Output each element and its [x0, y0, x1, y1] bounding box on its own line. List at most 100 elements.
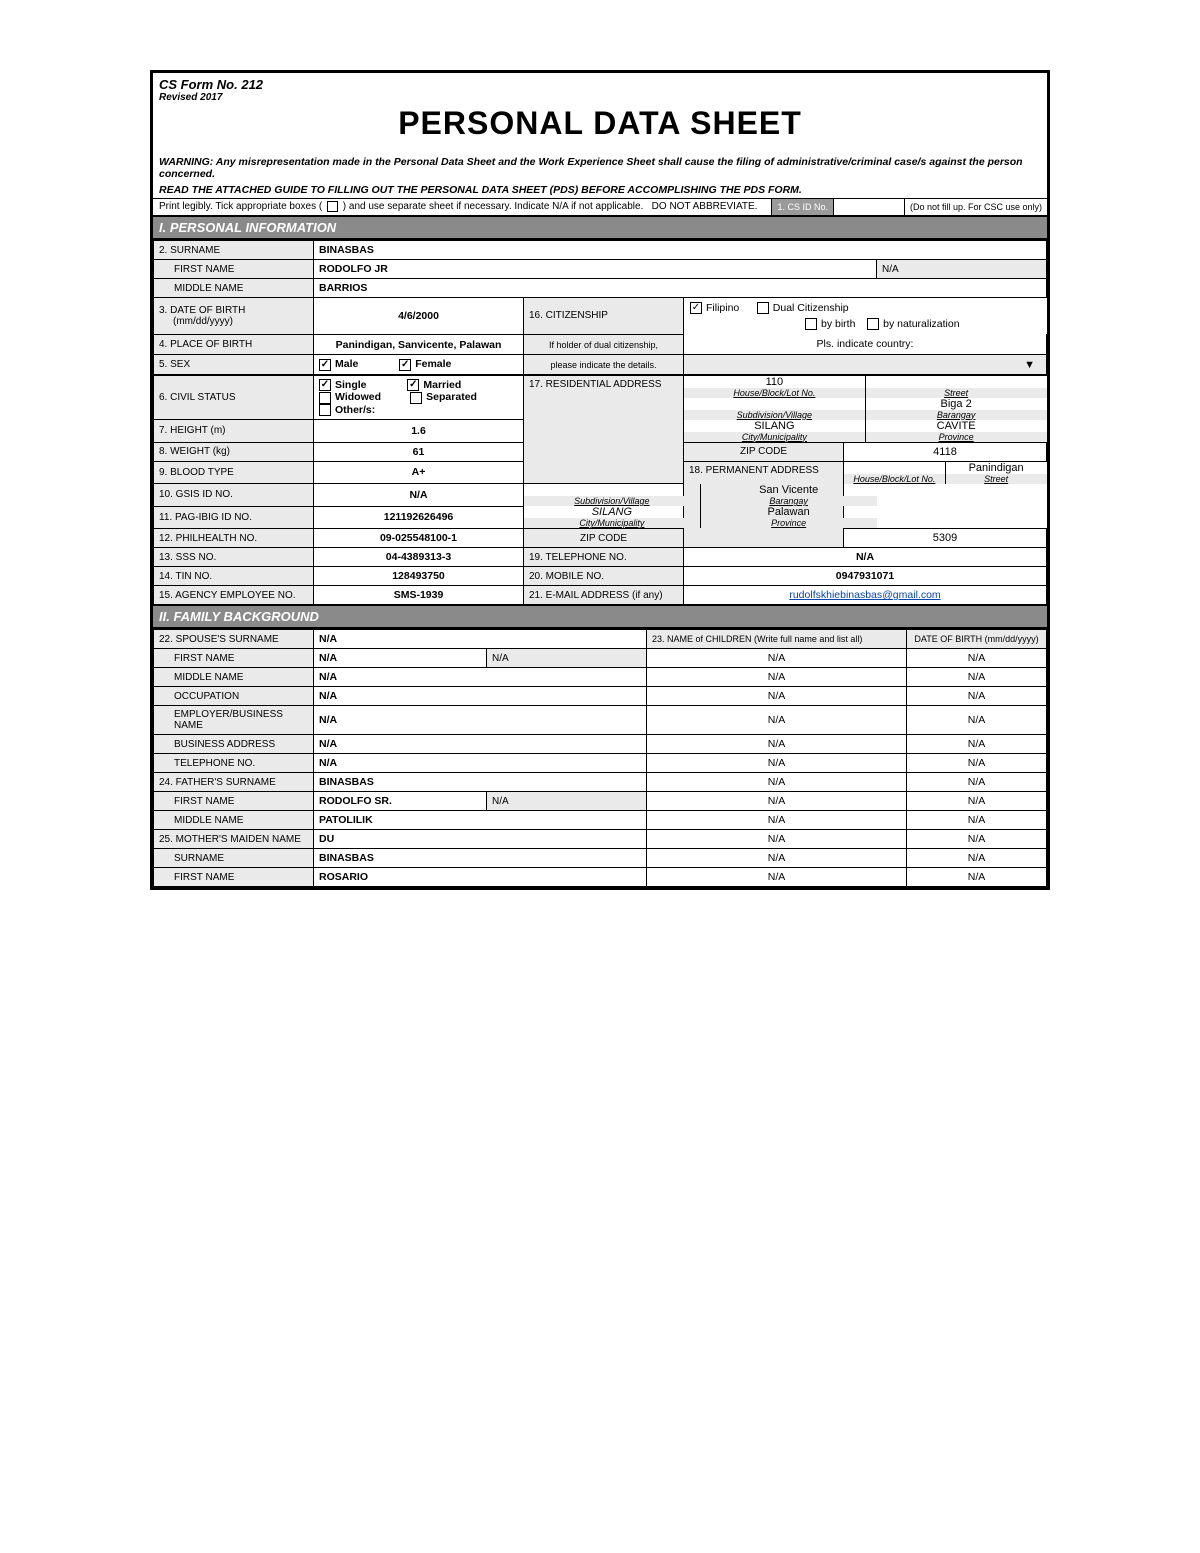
- widowed-checkbox[interactable]: [319, 392, 331, 404]
- raddr-brgy[interactable]: Biga 2: [866, 398, 1047, 410]
- female-checkbox[interactable]: [399, 359, 411, 371]
- firstname-value[interactable]: RODOLFO JR: [314, 260, 877, 279]
- name-ext-value[interactable]: N/A: [877, 260, 1047, 279]
- gsis-value[interactable]: N/A: [314, 484, 524, 507]
- child-name-12[interactable]: N/A: [647, 868, 907, 887]
- paddr-house[interactable]: [844, 462, 946, 474]
- child-name-2[interactable]: N/A: [647, 668, 907, 687]
- pagibig-value[interactable]: 121192626496: [314, 506, 524, 529]
- section-2-header: II. FAMILY BACKGROUND: [153, 606, 1047, 629]
- child-dob-2[interactable]: N/A: [907, 668, 1047, 687]
- country-label: Pls. indicate country:: [684, 334, 1047, 355]
- male-checkbox[interactable]: [319, 359, 331, 371]
- tin-value[interactable]: 128493750: [314, 567, 524, 586]
- paddr-street[interactable]: Panindigan: [946, 462, 1047, 474]
- childdob-label: DATE OF BIRTH (mm/dd/yyyy): [907, 630, 1047, 649]
- surname-value[interactable]: BINASBAS: [314, 241, 1047, 260]
- child-dob-10[interactable]: N/A: [907, 830, 1047, 849]
- married-checkbox[interactable]: [407, 379, 419, 391]
- child-name-3[interactable]: N/A: [647, 687, 907, 706]
- child-dob-11[interactable]: N/A: [907, 849, 1047, 868]
- paddr-prov[interactable]: Palawan: [701, 506, 877, 518]
- child-dob-6[interactable]: N/A: [907, 754, 1047, 773]
- paddr-subd[interactable]: [524, 484, 701, 496]
- tel-value[interactable]: N/A: [684, 548, 1047, 567]
- bizaddr-value[interactable]: N/A: [314, 735, 647, 754]
- father-surname-value[interactable]: BINASBAS: [314, 773, 647, 792]
- raddr-subd[interactable]: [684, 398, 866, 410]
- child-name-1[interactable]: N/A: [647, 649, 907, 668]
- spouse-first-value[interactable]: N/A: [314, 649, 487, 668]
- instruction-text: Print legibly. Tick appropriate boxes ( …: [153, 199, 771, 214]
- spouse-middle-value[interactable]: N/A: [314, 668, 647, 687]
- child-name-6[interactable]: N/A: [647, 754, 907, 773]
- agency-value[interactable]: SMS-1939: [314, 586, 524, 606]
- country-dropdown[interactable]: [684, 355, 1047, 375]
- father-ext-value[interactable]: N/A: [487, 792, 647, 811]
- child-name-8[interactable]: N/A: [647, 792, 907, 811]
- single-checkbox[interactable]: [319, 379, 331, 391]
- weight-value[interactable]: 61: [314, 442, 524, 461]
- others-checkbox[interactable]: [319, 404, 331, 416]
- citizenship-label: 16. CITIZENSHIP: [524, 298, 684, 335]
- surname-label: 2. SURNAME: [154, 241, 314, 260]
- sss-value[interactable]: 04-4389313-3: [314, 548, 524, 567]
- employer-value[interactable]: N/A: [314, 706, 647, 735]
- mother-surname-value[interactable]: BINASBAS: [314, 849, 647, 868]
- csid-value[interactable]: [834, 204, 904, 210]
- child-dob-1[interactable]: N/A: [907, 649, 1047, 668]
- email-value[interactable]: rudolfskhiebinasbas@gmail.com: [684, 586, 1047, 606]
- father-first-value[interactable]: RODOLFO SR.: [314, 792, 487, 811]
- pagibig-label: 11. PAG-IBIG ID NO.: [154, 506, 314, 529]
- raddr-label: 17. RESIDENTIAL ADDRESS: [524, 375, 684, 484]
- dual-checkbox[interactable]: [757, 302, 769, 314]
- separated-checkbox[interactable]: [410, 392, 422, 404]
- blood-value[interactable]: A+: [314, 461, 524, 484]
- mobile-value[interactable]: 0947931071: [684, 567, 1047, 586]
- mother-surname-label: SURNAME: [154, 849, 314, 868]
- raddr-prov[interactable]: CAVITE: [866, 420, 1047, 432]
- middlename-value[interactable]: BARRIOS: [314, 279, 1047, 298]
- raddr-city[interactable]: SILANG: [684, 420, 866, 432]
- spouse-surname-value[interactable]: N/A: [314, 630, 647, 649]
- philhealth-value[interactable]: 09-025548100-1: [314, 529, 524, 548]
- sss-label: 13. SSS NO.: [154, 548, 314, 567]
- pob-value[interactable]: Panindigan, Sanvicente, Palawan: [314, 334, 524, 355]
- brgy-label: Barangay: [866, 410, 1047, 420]
- child-name-4[interactable]: N/A: [647, 706, 907, 735]
- father-middle-value[interactable]: PATOLILIK: [314, 811, 647, 830]
- occupation-value[interactable]: N/A: [314, 687, 647, 706]
- raddr-zip[interactable]: 4118: [844, 442, 1047, 461]
- paddr-city[interactable]: SILANG: [524, 506, 701, 518]
- child-name-7[interactable]: N/A: [647, 773, 907, 792]
- child-name-9[interactable]: N/A: [647, 811, 907, 830]
- personal-info-table: 2. SURNAME BINASBAS FIRST NAME RODOLFO J…: [153, 240, 1047, 606]
- spouse-tel-value[interactable]: N/A: [314, 754, 647, 773]
- paddr-zip[interactable]: 5309: [844, 529, 1047, 548]
- instruction-row: Print legibly. Tick appropriate boxes ( …: [153, 198, 1047, 217]
- mother-first-value[interactable]: ROSARIO: [314, 868, 647, 887]
- child-name-5[interactable]: N/A: [647, 735, 907, 754]
- child-dob-12[interactable]: N/A: [907, 868, 1047, 887]
- bybirth-checkbox[interactable]: [805, 318, 817, 330]
- child-dob-8[interactable]: N/A: [907, 792, 1047, 811]
- paddr-brgy[interactable]: San Vicente: [701, 484, 877, 496]
- child-dob-5[interactable]: N/A: [907, 735, 1047, 754]
- bynat-checkbox[interactable]: [867, 318, 879, 330]
- child-dob-3[interactable]: N/A: [907, 687, 1047, 706]
- mother-maiden-value[interactable]: DU: [314, 830, 647, 849]
- father-middle-label: MIDDLE NAME: [154, 811, 314, 830]
- sex-label: 5. SEX: [154, 355, 314, 375]
- dob-value[interactable]: 4/6/2000: [314, 298, 524, 335]
- height-value[interactable]: 1.6: [314, 420, 524, 443]
- raddr-house[interactable]: 110: [684, 376, 865, 388]
- child-dob-4[interactable]: N/A: [907, 706, 1047, 735]
- child-name-11[interactable]: N/A: [647, 849, 907, 868]
- filipino-checkbox[interactable]: [690, 302, 702, 314]
- spouse-ext-value[interactable]: N/A: [487, 649, 647, 668]
- child-dob-7[interactable]: N/A: [907, 773, 1047, 792]
- child-name-10[interactable]: N/A: [647, 830, 907, 849]
- child-dob-9[interactable]: N/A: [907, 811, 1047, 830]
- form-title: PERSONAL DATA SHEET: [159, 105, 1041, 142]
- middlename-label: MIDDLE NAME: [154, 279, 314, 298]
